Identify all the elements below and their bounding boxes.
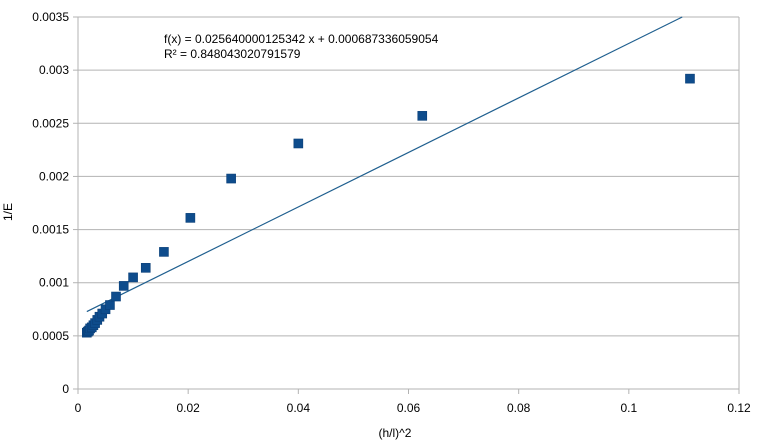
data-point <box>159 247 169 257</box>
y-tick-label: 0 <box>62 382 69 396</box>
x-tick-label: 0.12 <box>727 401 751 415</box>
data-point <box>140 263 151 273</box>
data-point <box>293 138 304 149</box>
x-tick-label: 0.02 <box>176 401 200 415</box>
data-point <box>685 73 695 84</box>
y-tick-label: 0.001 <box>39 276 69 290</box>
data-point <box>105 300 115 310</box>
data-point <box>118 281 129 291</box>
y-tick-label: 0.0035 <box>32 10 69 24</box>
data-point <box>417 111 428 121</box>
x-tick-label: 0.04 <box>287 401 311 415</box>
trendline <box>86 16 683 313</box>
y-tick-label: 0.0015 <box>32 223 69 237</box>
trendline-equation: f(x) = 0.025640000125342 x + 0.000687336… <box>164 32 439 46</box>
y-tick-label: 0.0005 <box>32 329 69 343</box>
data-point <box>185 213 196 223</box>
tick-labels: 0 0.0005 0.001 0.0015 0.002 0.0025 0.003 0.0035… <box>32 10 751 415</box>
data-point <box>128 272 138 283</box>
x-tick-label: 0.1 <box>620 401 637 415</box>
data-points <box>82 73 695 338</box>
x-tick-label: 0.08 <box>507 401 531 415</box>
r-squared-label: R² = 0.848043020791579 <box>164 47 301 61</box>
data-point <box>226 173 236 184</box>
y-tick-label: 0.002 <box>39 169 69 183</box>
gridlines <box>78 16 739 390</box>
data-point <box>111 291 121 302</box>
axes <box>73 16 740 394</box>
trendline-group <box>86 16 683 313</box>
x-tick-label: 0 <box>75 401 82 415</box>
y-tick-label: 0.003 <box>39 63 69 77</box>
x-axis-title: (h/l)^2 <box>379 426 412 440</box>
y-tick-label: 0.0025 <box>32 116 69 130</box>
x-tick-label: 0.06 <box>397 401 421 415</box>
y-axis-title: 1/E <box>1 203 15 221</box>
